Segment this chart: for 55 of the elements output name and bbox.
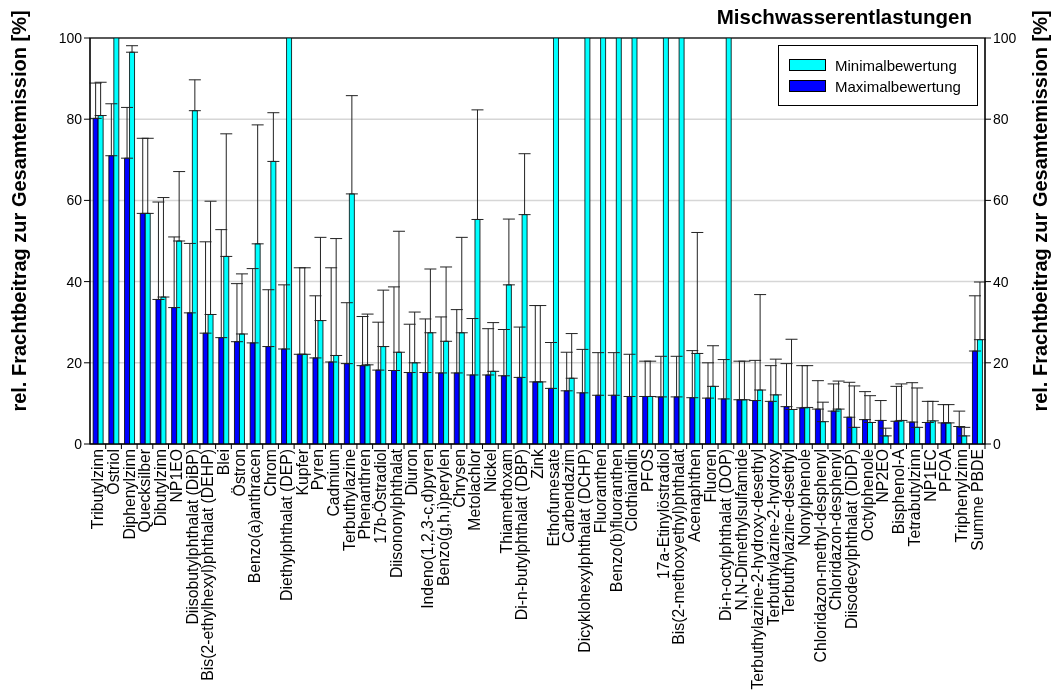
x-tick-label: Diisononylphthalat: [387, 448, 405, 579]
y-tick-label: 100: [58, 29, 83, 46]
x-tick-label: Chloridazon-desphenyl: [827, 449, 845, 611]
x-tick-label: Di-n-octylphthalat (DOP): [717, 449, 735, 622]
x-tick-label: Dibutylzinn: [152, 449, 170, 527]
y2-tick-label: 60: [993, 192, 1009, 209]
y-tick-label: 60: [66, 192, 83, 209]
x-tick-label: Metolachlor: [466, 449, 484, 531]
x-tick-label: Chrom: [262, 449, 280, 497]
y-tick-label: 80: [66, 111, 83, 128]
x-tick-label: Thiamethoxam: [497, 449, 515, 554]
y2-tick-label: 0: [993, 435, 1001, 452]
x-tick-label: Benzo(b)fluoranthen: [607, 449, 625, 593]
x-tick-label: N,N-Dimethylsulfamide: [733, 448, 751, 611]
x-tick-label: NP2EO: [874, 449, 892, 503]
x-tick-label: Östriol: [105, 449, 123, 495]
legend-label: Minimalbewertung: [835, 56, 957, 74]
x-tick-label: Benzo(a)anthracen: [246, 449, 264, 584]
x-tick-label: Bis(2-ethylhexyl)phthalat (DEHP): [199, 449, 217, 681]
x-tick-label: PFOS: [638, 449, 656, 493]
legend-label: Maximalbewertung: [835, 77, 961, 95]
x-tick-label: Diphenylzinn: [120, 449, 138, 540]
y2-tick-label: 80: [993, 111, 1009, 128]
x-tick-label: Nickel: [481, 449, 499, 493]
y-tick-label: 0: [74, 435, 83, 452]
x-tick-label: Tributylzinn: [89, 449, 107, 530]
x-tick-label: Di-n-butylphthalat (DBP): [513, 449, 531, 621]
y-tick-label: 40: [66, 273, 83, 290]
x-tick-label: Bis(2-methoxyethyl)phthalat: [670, 448, 688, 645]
x-tick-label: PFOA: [937, 448, 955, 493]
x-tick-label: 17b-Östradiol: [372, 449, 390, 544]
chart-title: Mischwasserentlastungen: [716, 5, 972, 28]
x-tick-label: Diisodecylphthalat (DiDP): [843, 449, 861, 629]
y2-tick-label: 40: [993, 273, 1009, 290]
x-tick-label: Ethofumesate: [544, 448, 562, 547]
y-axis-title: rel. Frachtbeitrag zur Gesamtemission [%]: [8, 10, 30, 412]
x-tick-label: Terbuthylazine: [340, 448, 358, 551]
x-tick-label: Indeno(1,2,3-c,d)pyren: [419, 449, 437, 609]
x-tick-label: Dicyklohexylphthalat (DCHP): [576, 449, 594, 653]
x-tick-label: Bisphenol-A: [890, 448, 908, 535]
x-tick-label: Diisobutylphthalat (DiBP): [183, 449, 201, 625]
x-tick-label: 17a-Etinylöstradiol: [654, 449, 672, 579]
x-tick-label: Terbuthylazine-desethyl: [780, 449, 798, 615]
y-tick-label: 20: [66, 354, 83, 371]
x-tick-label: Acenaphthen: [686, 449, 704, 543]
y2-tick-label: 100: [993, 29, 1017, 46]
y2-axis-title: rel. Frachtbeitrag zur Gesamtemission [%]: [1029, 10, 1051, 412]
x-tick-label: Östron: [230, 449, 248, 497]
x-tick-label: Zink: [529, 448, 547, 479]
x-tick-label: Clothianidin: [623, 449, 641, 532]
x-tick-label: Triphenylzinn: [952, 449, 970, 543]
x-tick-label: Carbendazim: [560, 449, 578, 543]
x-tick-label: Diethylphthalat (DEP): [277, 449, 295, 601]
y2-tick-label: 20: [993, 354, 1009, 371]
x-tick-label: Diuron: [403, 449, 421, 496]
